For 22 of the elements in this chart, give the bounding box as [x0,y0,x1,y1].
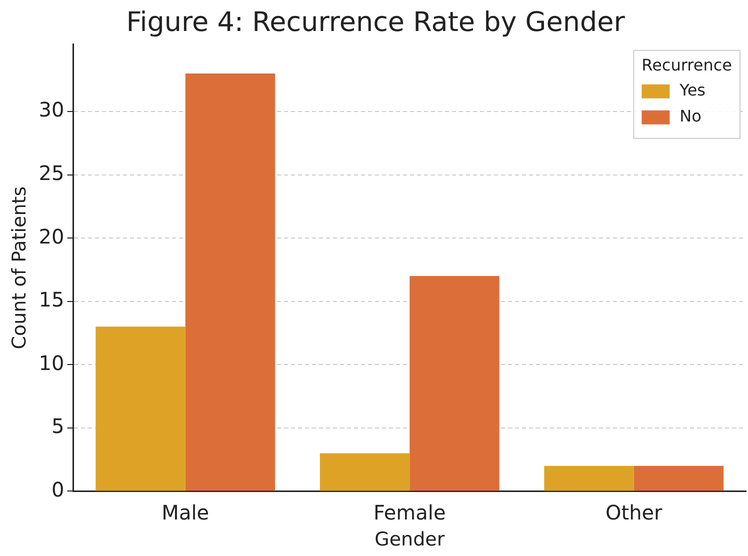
bar [320,453,410,491]
y-tick-label: 25 [38,160,64,185]
y-tick-label: 15 [38,288,64,312]
y-tick-label: 20 [38,224,64,248]
x-tick-label: Female [373,500,446,524]
chart-title: Figure 4: Recurrence Rate by Gender [126,7,626,38]
bar [634,466,724,491]
legend-label: Yes [678,80,706,100]
bar [544,466,634,491]
bar [410,276,500,491]
y-tick-label: 0 [52,477,64,502]
y-tick-label: 30 [38,98,64,122]
legend-title: Recurrence [642,56,732,75]
y-tick-label: 5 [52,414,64,438]
x-axis-title: Gender [374,528,445,551]
bar [96,326,186,491]
x-tick-label: Male [162,500,210,524]
bar [185,74,276,491]
x-tick-label: Other [605,500,664,524]
y-tick-label: 10 [38,350,64,375]
legend-label: No [680,106,702,126]
y-axis-title: Count of Patients [8,186,30,350]
